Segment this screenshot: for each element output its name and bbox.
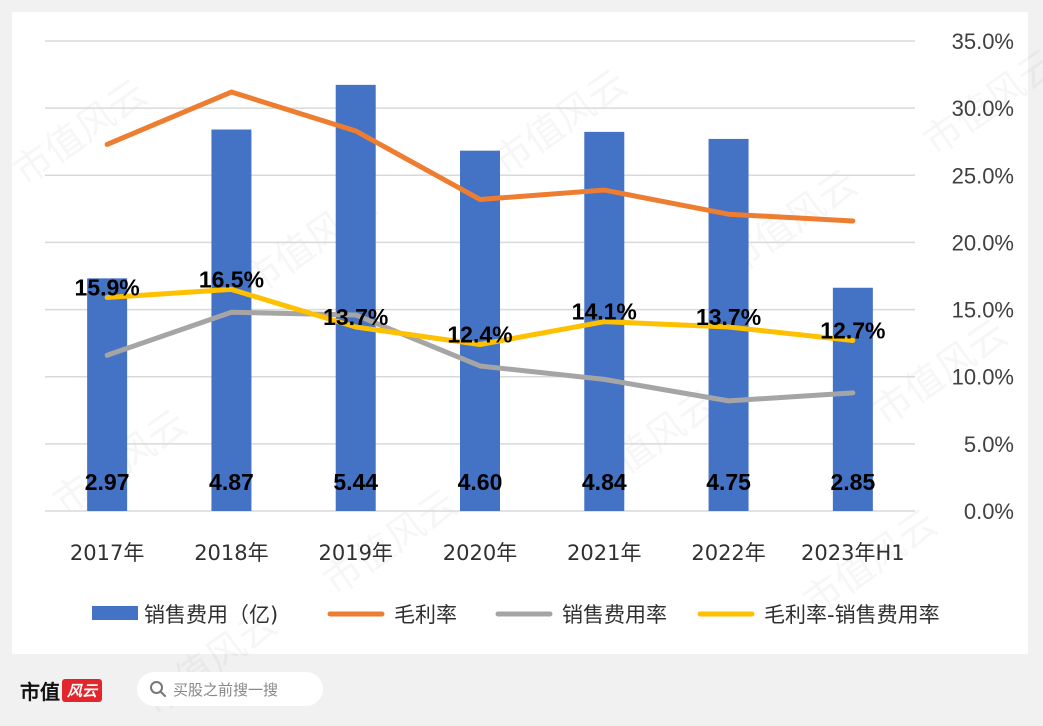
line-value-label: 13.7% <box>323 304 388 330</box>
series-line <box>104 286 856 347</box>
bar-value-label: 2.85 <box>830 469 875 495</box>
x-tick-label: 2017年 <box>70 541 144 565</box>
search-box[interactable]: 买股之前搜一搜 <box>137 672 323 706</box>
y-tick-label: 25.0% <box>952 163 1014 188</box>
bar <box>460 150 500 511</box>
line-value-label: 13.7% <box>696 304 761 330</box>
x-tick-label: 2020年 <box>443 541 517 565</box>
line-value-label: 16.5% <box>199 266 264 292</box>
bar-value-label: 5.44 <box>333 469 378 495</box>
bar <box>832 287 873 511</box>
footer-bar: 市值 风云 买股之前搜一搜 <box>0 654 1043 724</box>
y-tick-label: 0.0% <box>964 499 1014 524</box>
logo-badge: 风云 <box>62 678 103 702</box>
legend-label: 销售费用（亿) <box>144 603 278 627</box>
y-tick-label: 30.0% <box>952 96 1014 121</box>
logo-text: 市值 <box>20 679 60 704</box>
bar-value-label: 4.87 <box>209 469 254 495</box>
y-tick-label: 20.0% <box>952 230 1014 255</box>
chart-card: 市值风云市值风云市值风云市值风云市值风云市值风云市值风云市值风云市值风云市值风云… <box>12 12 1028 654</box>
x-tick-label: 2019年 <box>318 541 392 565</box>
legend-label: 毛利率 <box>394 603 457 627</box>
bar <box>335 84 376 511</box>
bar-value-label: 4.75 <box>706 469 751 495</box>
search-icon <box>147 678 169 700</box>
x-tick-label: 2018年 <box>194 541 268 565</box>
bar-value-label: 4.84 <box>582 469 627 495</box>
bar <box>211 129 252 511</box>
line-value-label: 12.4% <box>447 321 512 347</box>
x-tick-label: 2021年 <box>567 541 641 565</box>
y-tick-label: 5.0% <box>964 432 1014 457</box>
y-tick-label: 10.0% <box>952 365 1014 390</box>
line-value-label: 15.9% <box>75 274 140 300</box>
line-value-label: 14.1% <box>572 299 637 325</box>
bar-value-label: 2.97 <box>85 469 130 495</box>
line-value-label: 12.7% <box>820 317 885 343</box>
y-tick-label: 15.0% <box>952 298 1014 323</box>
x-tick-label: 2022年 <box>691 541 765 565</box>
y-tick-label: 35.0% <box>952 29 1014 54</box>
legend-swatch <box>92 606 138 620</box>
legend-label: 毛利率-销售费用率 <box>764 603 940 627</box>
series-line <box>104 89 856 224</box>
bar <box>87 278 128 511</box>
search-placeholder: 买股之前搜一搜 <box>173 680 279 699</box>
legend-label: 销售费用率 <box>562 603 667 627</box>
x-tick-label: 2023年H1 <box>801 541 905 565</box>
bar-value-label: 4.60 <box>458 469 503 495</box>
brand-logo[interactable]: 市值 风云 <box>20 674 103 706</box>
combo-chart: 0.0% 5.0% 10.0% 15.0% 20.0% 25.0% 30.0% 35.0% 2.… <box>45 29 1014 627</box>
series-line <box>104 309 856 404</box>
